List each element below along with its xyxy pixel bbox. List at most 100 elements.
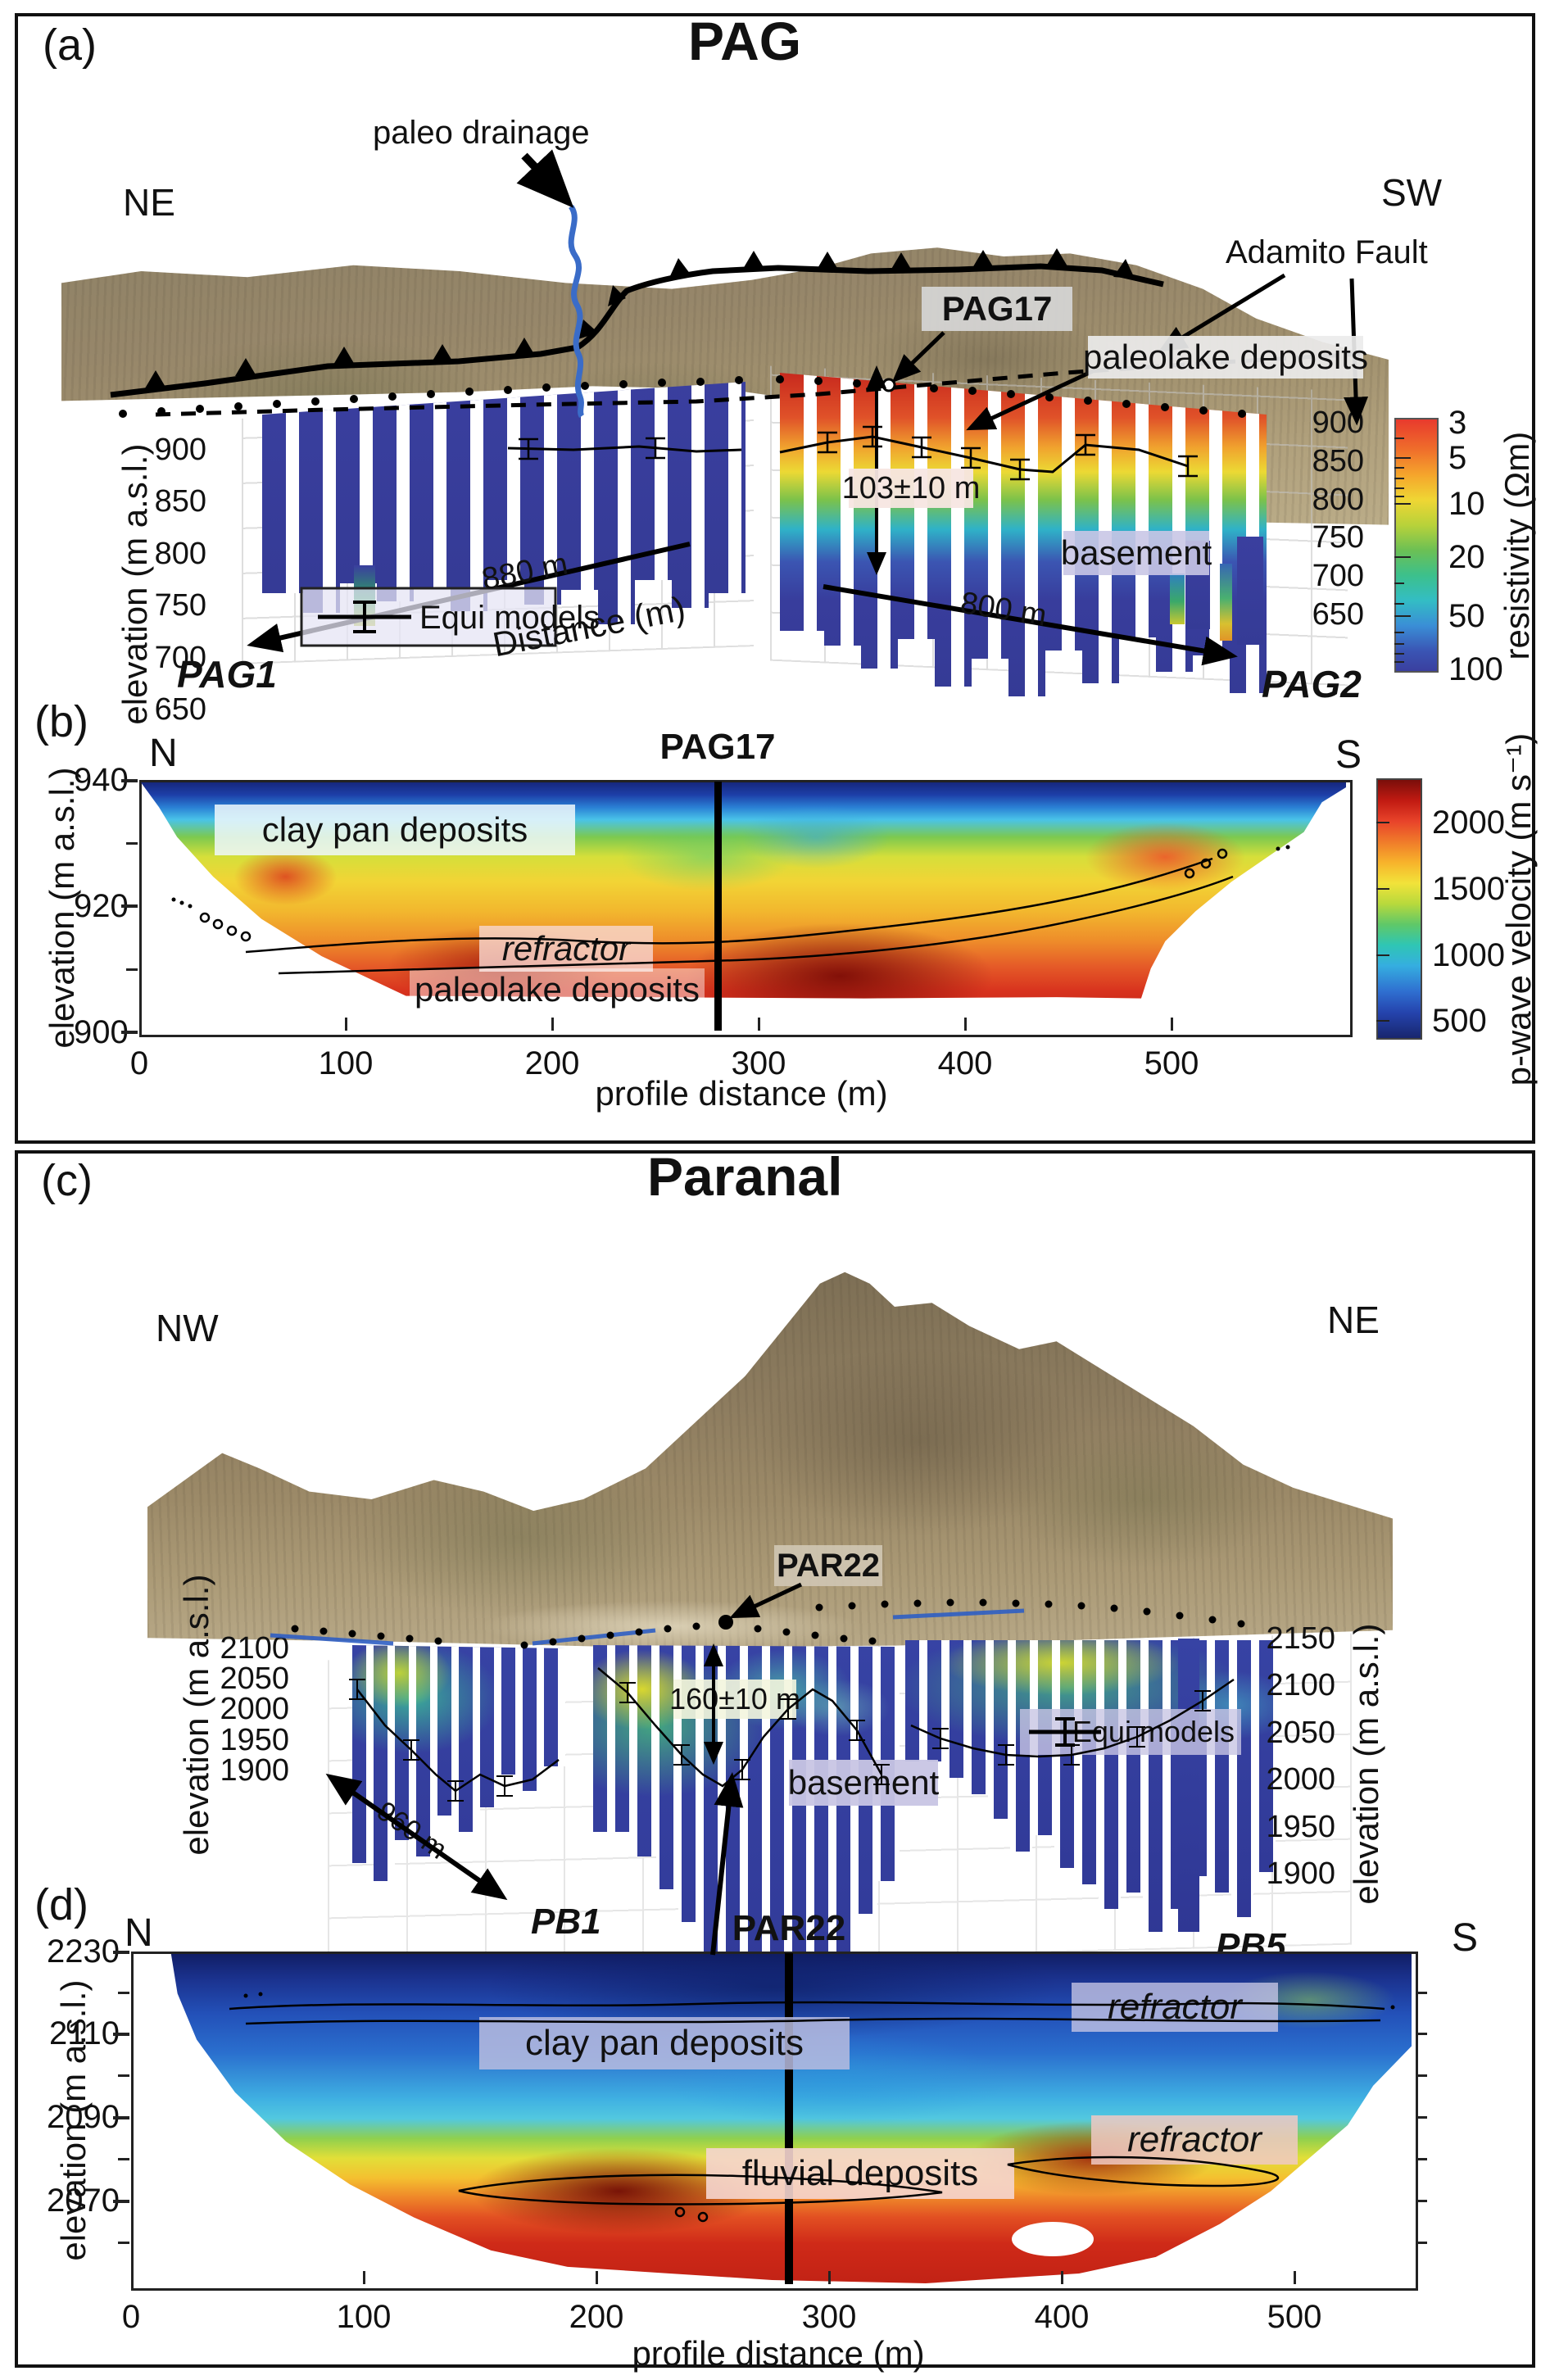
d-refractor-upper-label: refractor — [1072, 1983, 1278, 2032]
b-y-tick: 920 — [74, 888, 129, 924]
panel-c-title: Paranal — [647, 1146, 843, 1207]
b-x-tick: 0 — [129, 1045, 149, 1081]
a-station-label: PAG17 — [922, 287, 1072, 331]
c-right-tick: 2100 — [1266, 1668, 1335, 1702]
tem-column-tail — [354, 565, 375, 626]
c-left-tick: 2000 — [220, 1692, 289, 1726]
direction-ne: NE — [123, 181, 175, 224]
d-fluvial-label: fluvial deposits — [706, 2148, 1014, 2199]
panel-a-title: PAG — [688, 11, 802, 71]
c-basement-label: basement — [788, 1760, 939, 1806]
d-clay-label: clay pan deposits — [479, 2017, 850, 2069]
a-right-tick: 900 — [1312, 406, 1364, 440]
a-basement-label: basement — [1061, 531, 1212, 575]
d-x-tick: 400 — [1034, 2299, 1090, 2335]
tem-column-tail — [1220, 564, 1232, 641]
a-paleolake-label: paleolake deposits — [1083, 336, 1368, 379]
b-paleolake-label: paleolake deposits — [410, 968, 705, 1011]
velocity-cb-tick: 500 — [1432, 1003, 1487, 1039]
d-station-title: PAR22 — [732, 1908, 846, 1948]
c-left-tick: 2050 — [220, 1661, 289, 1696]
resistivity-cb-tick: 100 — [1448, 651, 1503, 687]
d-direction-n: N — [125, 1911, 153, 1955]
d-x-tick: 0 — [121, 2299, 141, 2335]
resistivity-cb-tick: 10 — [1448, 486, 1485, 522]
b-x-axis-label: profile distance (m) — [595, 1074, 888, 1113]
resistivity-cb-tick: 5 — [1448, 440, 1467, 476]
c-elev-axis-label-right: elevation (m a.s.l.) — [1346, 1623, 1385, 1905]
tem-column-offset — [1237, 537, 1263, 645]
panel-ab-frame — [15, 13, 1535, 1144]
d-y-tick: 2070 — [47, 2183, 120, 2219]
velocity-cb-label: p-wave velocity (m s⁻¹) — [1498, 732, 1538, 1086]
d-direction-s: S — [1452, 1916, 1479, 1960]
resistivity-colorbar — [1394, 418, 1439, 673]
b-direction-s: S — [1335, 733, 1362, 777]
c-left-tick: 1950 — [220, 1723, 289, 1757]
resistivity-cb-tick: 3 — [1448, 405, 1467, 441]
c-right-tick: 1950 — [1266, 1810, 1335, 1844]
d-x-tick: 300 — [801, 2299, 857, 2335]
d-y-tick: 2090 — [47, 2099, 120, 2135]
a-left-tick: 850 — [154, 484, 206, 519]
a-right-tick: 750 — [1312, 520, 1364, 555]
a-left-tick: 650 — [154, 692, 206, 727]
paleo-drainage-label: paleo drainage — [373, 115, 590, 151]
c-station-label: PAR22 — [774, 1545, 882, 1586]
b-x-tick: 300 — [731, 1045, 786, 1081]
tem-column-tail — [1170, 573, 1185, 624]
b-refractor-label: refractor — [479, 926, 653, 972]
c-right-tick: 2150 — [1266, 1621, 1335, 1656]
c-left-tick: 1900 — [220, 1753, 289, 1788]
d-x-axis-label: profile distance (m) — [632, 2334, 925, 2373]
panel-cd-frame — [15, 1150, 1535, 2368]
panel-b-tag: (b) — [34, 697, 88, 746]
d-y-tick: 2110 — [48, 2015, 120, 2051]
direction-ne2: NE — [1327, 1299, 1380, 1341]
panel-d-tag: (d) — [34, 1880, 88, 1929]
a-right-tick: 650 — [1312, 597, 1364, 632]
a-left-tick: 700 — [154, 641, 206, 675]
adamito-fault-label: Adamito Fault — [1226, 234, 1428, 270]
a-site-pag1: PAG1 — [177, 653, 277, 696]
d-station-line — [785, 1953, 793, 2284]
panel-a-tag: (a) — [43, 20, 97, 70]
c-equi-legend: Equi models — [1020, 1709, 1241, 1755]
b-x-tick: 200 — [524, 1045, 580, 1081]
panel-c-tag: (c) — [41, 1156, 93, 1205]
a-left-tick: 800 — [154, 537, 206, 571]
c-right-tick: 2050 — [1266, 1716, 1335, 1750]
b-station-line — [714, 782, 722, 1031]
b-y-tick: 900 — [74, 1014, 129, 1050]
direction-nw: NW — [156, 1307, 219, 1349]
c-right-tick: 2000 — [1266, 1762, 1335, 1797]
b-y-tick: 940 — [74, 762, 129, 798]
velocity-cb-tick: 1500 — [1432, 871, 1505, 907]
b-clay-label: clay pan deposits — [215, 805, 575, 855]
d-x-tick: 100 — [336, 2299, 392, 2335]
d-x-tick: 200 — [569, 2299, 624, 2335]
b-station-title: PAG17 — [659, 727, 776, 767]
velocity-cb-tick: 2000 — [1432, 805, 1505, 841]
direction-sw: SW — [1381, 171, 1443, 214]
d-x-tick: 500 — [1267, 2299, 1322, 2335]
velocity-colorbar — [1376, 778, 1422, 1040]
c-thickness-label: 160±10 m — [669, 1680, 800, 1719]
resistivity-cb-tick: 50 — [1448, 598, 1485, 634]
tem-column-long — [1178, 1639, 1199, 1932]
b-x-tick: 500 — [1144, 1045, 1199, 1081]
b-direction-n: N — [149, 732, 178, 775]
c-right-tick: 1900 — [1266, 1856, 1335, 1891]
a-left-tick: 750 — [154, 588, 206, 623]
d-refractor-lower-label: refractor — [1091, 2115, 1298, 2165]
a-equi-legend-text: Equi models — [419, 600, 601, 636]
a-thickness-label: 103±10 m — [842, 469, 980, 508]
resistivity-cb-tick: 20 — [1448, 539, 1485, 575]
d-y-tick: 2230 — [47, 1933, 120, 1970]
d-white-hole — [1012, 2222, 1094, 2256]
resistivity-cb-label: resistivity (Ωm) — [1497, 431, 1536, 660]
b-x-tick: 100 — [318, 1045, 374, 1081]
b-x-tick: 400 — [937, 1045, 993, 1081]
a-left-tick: 900 — [154, 433, 206, 467]
